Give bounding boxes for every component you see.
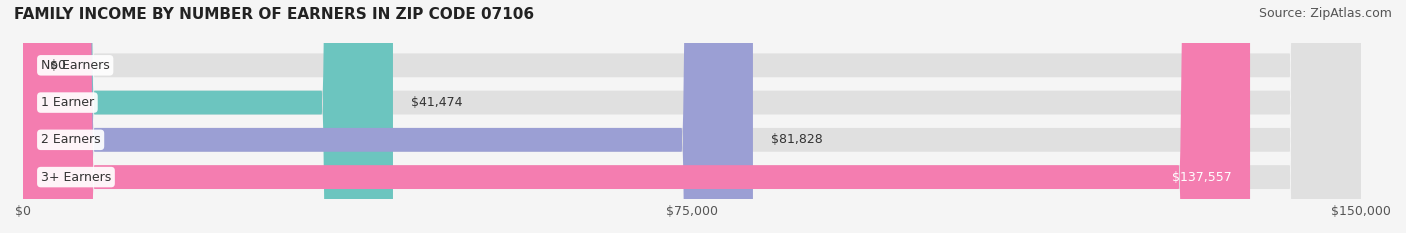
Text: $81,828: $81,828 bbox=[770, 133, 823, 146]
Text: 1 Earner: 1 Earner bbox=[41, 96, 94, 109]
Text: FAMILY INCOME BY NUMBER OF EARNERS IN ZIP CODE 07106: FAMILY INCOME BY NUMBER OF EARNERS IN ZI… bbox=[14, 7, 534, 22]
FancyBboxPatch shape bbox=[22, 0, 1361, 233]
FancyBboxPatch shape bbox=[22, 0, 1361, 233]
Text: No Earners: No Earners bbox=[41, 59, 110, 72]
Text: $137,557: $137,557 bbox=[1173, 171, 1232, 184]
FancyBboxPatch shape bbox=[22, 0, 1361, 233]
FancyBboxPatch shape bbox=[22, 0, 392, 233]
FancyBboxPatch shape bbox=[22, 0, 1250, 233]
FancyBboxPatch shape bbox=[22, 0, 1361, 233]
Text: $0: $0 bbox=[49, 59, 66, 72]
Text: 3+ Earners: 3+ Earners bbox=[41, 171, 111, 184]
Text: $41,474: $41,474 bbox=[411, 96, 463, 109]
Text: 2 Earners: 2 Earners bbox=[41, 133, 100, 146]
FancyBboxPatch shape bbox=[22, 0, 754, 233]
Text: Source: ZipAtlas.com: Source: ZipAtlas.com bbox=[1258, 7, 1392, 20]
